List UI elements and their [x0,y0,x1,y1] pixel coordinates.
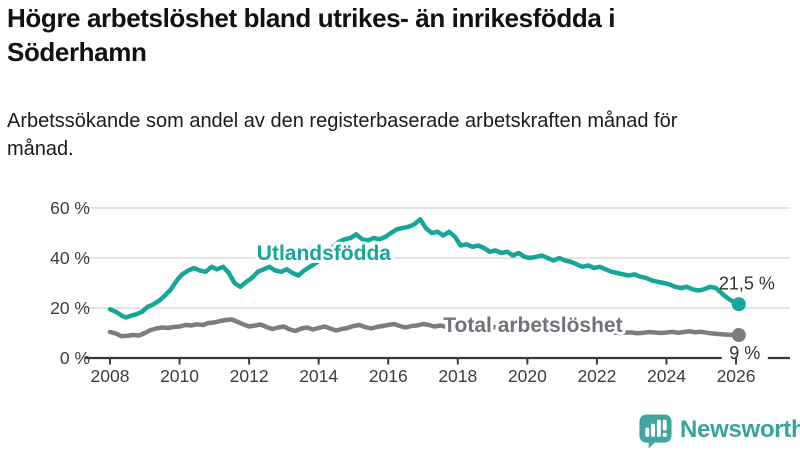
x-tick-label: 2022 [577,366,616,386]
x-tick-label: 2020 [508,366,547,386]
end-dot-utlandsfodda [731,297,746,312]
speech-bubble-shape [639,413,672,448]
newsworthy-logo: Newsworthy [638,411,800,449]
page-title: Högre arbetslöshet bland utrikes- än inr… [7,3,616,67]
end-value-label-total: 9 % [729,343,760,363]
bar-medium [651,423,656,437]
x-tick-label: 2012 [230,366,269,386]
series-line-total [107,317,742,339]
series-label-utlandsfodda: Utlandsfödda [257,242,391,265]
end-value-label-utlandsfodda: 21,5 % [719,273,775,293]
x-tick-label: 2008 [91,366,130,386]
exclamation-stem [662,419,667,430]
exclamation-dot [662,432,667,437]
chart-subtitle: Arbetssökande som andel av den registerb… [7,110,678,160]
y-tick-label: 60 % [50,198,90,218]
end-label-mask [721,344,768,361]
y-tick-label: 40 % [50,248,90,268]
bar-small [645,427,650,437]
x-tick-label: 2018 [438,366,477,386]
bar-large [656,419,661,437]
y-tick-label: 0 % [60,348,90,368]
brand-wordmark: Newsworthy [680,416,800,443]
x-tick-label: 2010 [160,366,199,386]
y-tick-label: 20 % [50,298,90,318]
x-tick-label: 2016 [369,366,408,386]
x-tick-label: 2014 [299,366,338,386]
bar-chart-speech-bubble-icon [639,413,672,448]
series-label-total: Total arbetslöshet [443,314,622,337]
end-dot-total [731,328,746,342]
x-tick-label: 2026 [717,366,756,386]
x-tick-label: 2024 [647,366,686,386]
series-line-utlandsfodda [107,217,742,320]
